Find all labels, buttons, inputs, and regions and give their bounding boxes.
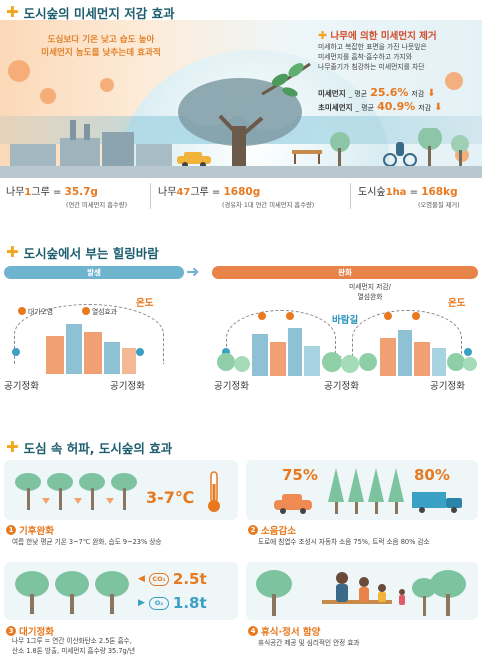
climate-panel-desc: 여름 한낮 평균 기온 3~7℃ 완화, 습도 9~23% 상승	[12, 538, 162, 546]
plus-icon: ✚	[6, 438, 19, 456]
air-purification-panel-title: 3 대기정화	[6, 624, 54, 638]
temperature-drop-value: 3-7℃	[146, 488, 195, 507]
dust-particle-icon	[40, 88, 56, 104]
stat-47-trees: 나무47그루 = 1680g	[158, 186, 261, 198]
climate-panel: 3-7℃	[4, 460, 238, 520]
left-city-icon	[46, 324, 136, 374]
ground-strip	[0, 166, 482, 178]
building	[10, 144, 56, 166]
dust-particle-icon	[445, 72, 463, 90]
wind-path-label: 바람길	[332, 315, 359, 326]
hero-right-desc: 미세하고 복잡한 표면을 가진 나뭇잎은 미세먼지를 흡착·흡수하고 가지와 나…	[318, 43, 427, 71]
stat-urban-forest: 도시숲1ha = 168kg	[358, 186, 458, 198]
pm10-reduction: 미세먼지 _ 평균 25.6% 저감 ⬇	[318, 86, 436, 99]
heat-island-icon	[82, 307, 90, 315]
center-caption: 미세먼지 저감/ 열섬완화	[349, 283, 391, 301]
truck-noise-value: 80%	[414, 466, 450, 484]
co2-row: ◀ CO₂ 2.5t	[138, 570, 207, 588]
air-purification-panel: ◀ CO₂ 2.5t ▶ O₂ 1.8t	[4, 562, 238, 620]
trees-icon	[15, 473, 137, 510]
plus-icon: ✚	[6, 3, 19, 21]
thermometer-icon	[208, 471, 220, 512]
dashed-arc	[226, 310, 336, 366]
trees-icon	[15, 571, 129, 614]
drop-icon	[136, 348, 144, 356]
chimney	[70, 120, 76, 140]
temperature-label-right: 온도	[448, 298, 466, 309]
pm25-reduction: 초미세먼지 _ 평균 40.9% 저감 ⬇	[318, 100, 443, 113]
section3-title: ✚ 도심 속 허파, 도시숲의 효과	[6, 438, 173, 457]
drop-icon	[12, 348, 20, 356]
park-scene-icon	[330, 128, 469, 167]
arrow-right-icon: ➜	[186, 262, 200, 281]
arrow-down-icon: ⬇	[434, 102, 443, 113]
divider	[350, 183, 351, 209]
plus-icon: ✚	[318, 29, 328, 42]
truck-icon	[412, 492, 462, 513]
temperature-label: 온도	[136, 298, 154, 309]
section1-title: ✚ 도시숲의 미세먼지 저감 효과	[6, 3, 175, 22]
air-purification-label: 공기정화	[324, 381, 359, 392]
bar-mitigation: 완화	[212, 266, 478, 279]
conifer-trees-icon	[328, 468, 404, 514]
hero-left-text: 도심보다 기온 낮고 습도 높아 미세먼지 농도를 낮추는데 효과적	[41, 35, 161, 58]
climate-panel-title: 1 기후완화	[6, 523, 54, 537]
air-pollution-label: 대기오염	[18, 306, 53, 316]
car-noise-value: 75%	[282, 466, 318, 484]
noise-panel-desc: 도로에 침엽수 조성시 자동차 소음 75%, 트럭 소음 80% 감소	[258, 538, 430, 546]
dashed-arc	[352, 310, 462, 366]
heat-island-icon	[412, 312, 420, 320]
heat-island-label: 열섬효과	[82, 306, 117, 316]
bar-occurrence: 발생	[4, 266, 184, 279]
rest-panel	[246, 562, 478, 620]
heat-island-icon	[286, 312, 294, 320]
building	[136, 144, 172, 166]
fine-dust-illustration: 도심보다 기온 낮고 습도 높아 미세먼지 농도를 낮추는데 효과적 ✚ 나무에…	[0, 20, 482, 178]
noise-panel: 75% 80%	[246, 460, 478, 520]
rest-panel-desc: 휴식공간 제공 및 심리적인 안정 효과	[258, 639, 360, 647]
plus-icon: ✚	[6, 243, 19, 261]
air-purification-label: 공기정화	[430, 381, 465, 392]
drop-icon	[464, 348, 472, 356]
family-park-icon	[256, 570, 466, 616]
drop-icon	[222, 348, 230, 356]
right-city-icon	[217, 328, 477, 376]
air-pollution-icon	[18, 307, 26, 315]
stat-urban-forest-sub: (오염물질 제거)	[418, 202, 460, 209]
car-icon	[274, 494, 312, 514]
chimney	[84, 124, 90, 140]
noise-panel-title: 2 소음감소	[248, 523, 296, 537]
dashed-arc	[14, 304, 164, 364]
arrow-down-icon: ⬇	[427, 88, 436, 99]
air-pollution-icon	[258, 312, 266, 320]
dust-particle-icon	[8, 60, 30, 82]
section2-title: ✚ 도시숲에서 부는 힐링바람	[6, 243, 159, 262]
dust-particle-icon	[100, 78, 114, 92]
building	[102, 132, 134, 166]
o2-row: ▶ O₂ 1.8t	[138, 594, 207, 612]
rest-panel-title: 4 휴식·정서 함양	[248, 624, 320, 638]
factory-building	[60, 138, 100, 166]
arrow-left-icon: ◀	[138, 574, 145, 584]
bench-icon	[292, 150, 322, 164]
arrow-right-icon: ▶	[138, 598, 145, 608]
air-purification-panel-desc: 나무 1그루 = 연간 이산화탄소 2.5톤 흡수, 산소 1.8톤 방출, 미…	[12, 637, 136, 655]
divider	[150, 183, 151, 209]
large-tree-icon	[178, 78, 302, 168]
branch-leaf-icon	[261, 62, 311, 97]
stat-one-tree-sub: (연간 미세먼지 흡수량)	[66, 202, 128, 209]
air-pollution-icon	[384, 312, 392, 320]
air-purification-label: 공기정화	[110, 381, 145, 392]
air-purification-label: 공기정화	[214, 381, 249, 392]
hero-right-title: ✚ 나무에 의한 미세먼지 제거	[318, 29, 437, 42]
stat-one-tree: 나무1그루 = 35.7g	[6, 186, 98, 198]
stat-47-trees-sub: (경유차 1대 연간 미세먼지 흡수량)	[222, 202, 315, 209]
air-purification-label: 공기정화	[4, 381, 39, 392]
